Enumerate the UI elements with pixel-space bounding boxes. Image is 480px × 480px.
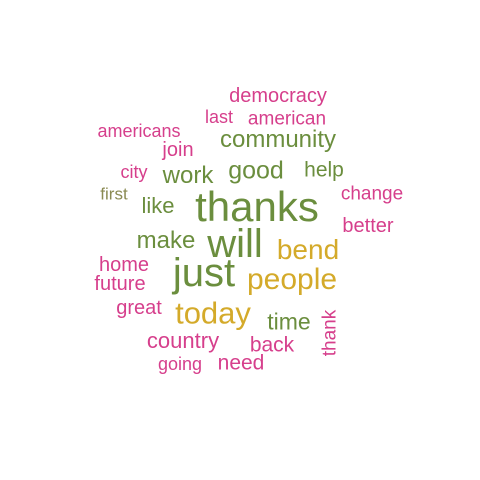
word-good: good: [228, 156, 284, 185]
word-bend: bend: [276, 234, 340, 265]
word-community: community: [219, 126, 337, 153]
word-back: back: [249, 333, 295, 357]
word-need: need: [217, 351, 265, 375]
word-city: city: [120, 162, 148, 182]
word-first: first: [100, 184, 128, 204]
word-join: join: [162, 139, 194, 161]
word-going: going: [157, 354, 203, 374]
word-great: great: [116, 297, 162, 319]
word-home: home: [98, 254, 150, 276]
word-american: american: [247, 108, 327, 130]
word-today: today: [175, 295, 251, 331]
word-will: will: [207, 222, 263, 266]
word-thank: thank: [319, 309, 341, 357]
word-future: future: [94, 273, 146, 295]
word-thanks: thanks: [195, 183, 319, 230]
word-country: country: [146, 328, 220, 353]
word-last: last: [204, 107, 234, 127]
word-work: work: [162, 162, 214, 189]
word-americans: americans: [97, 121, 181, 141]
word-make: make: [136, 227, 196, 254]
word-democracy: democracy: [229, 85, 327, 107]
word-better: better: [342, 215, 394, 237]
word-just: just: [172, 251, 236, 295]
word-people: people: [246, 263, 338, 296]
word-like: like: [141, 193, 175, 218]
word-time: time: [267, 308, 311, 335]
word-change: change: [340, 183, 404, 205]
word-help: help: [304, 158, 344, 182]
